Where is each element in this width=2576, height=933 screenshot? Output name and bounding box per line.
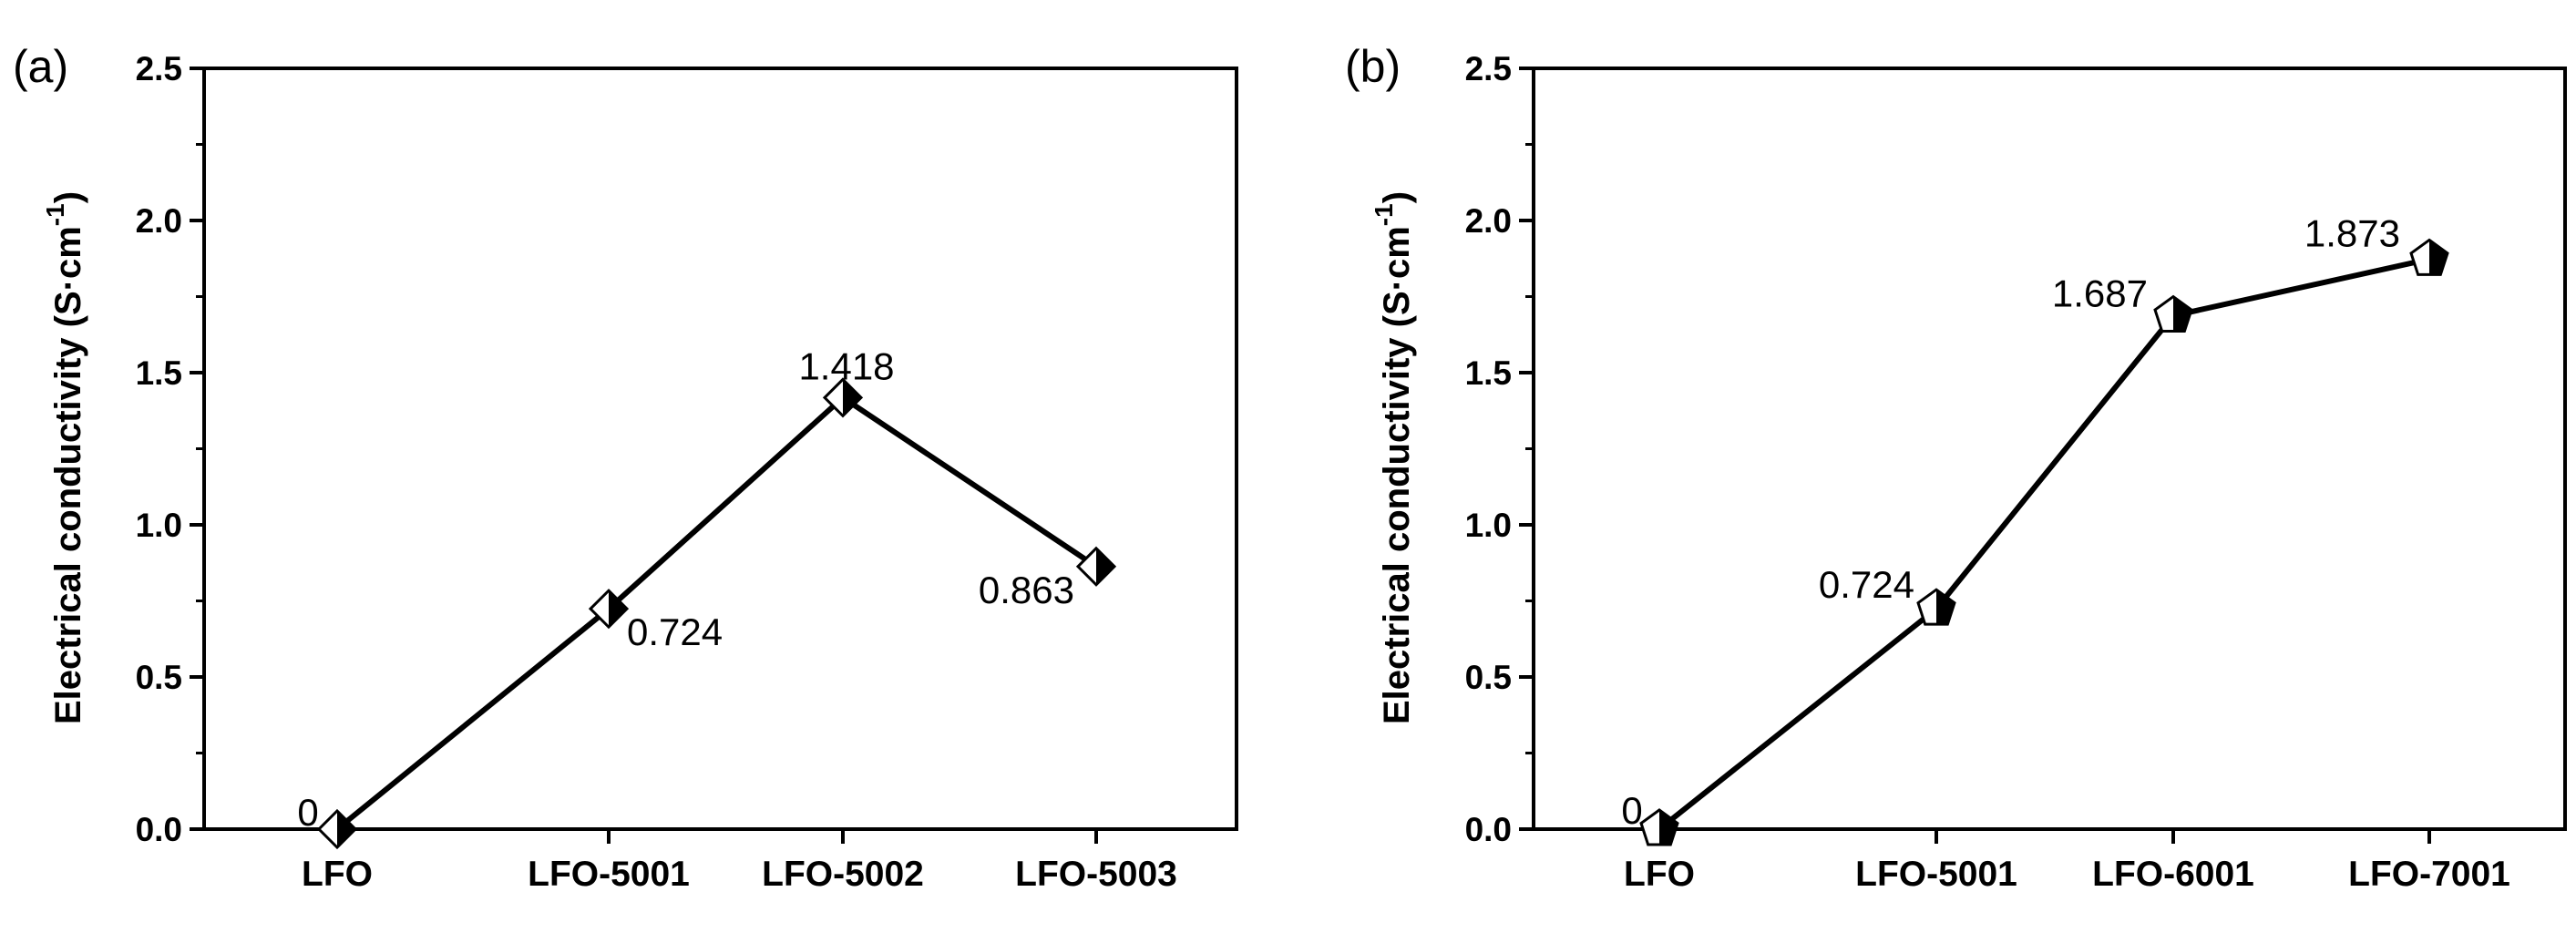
- marker-fill: [1659, 810, 1678, 845]
- series-line-segment: [335, 606, 611, 832]
- data-point: [1075, 546, 1117, 587]
- x-tick-label: LFO: [1624, 855, 1695, 894]
- panel-label: (b): [1345, 41, 1401, 92]
- y-tick-label: 2.5: [136, 50, 182, 87]
- data-label: 0: [1621, 789, 1642, 832]
- series-line-segment: [841, 395, 1098, 569]
- data-label: 0: [297, 791, 318, 834]
- y-tick-label: 0.0: [136, 811, 182, 848]
- plot-frame: [1532, 67, 2567, 831]
- y-tick-label: 1.5: [136, 354, 182, 392]
- series-line-segment: [2172, 256, 2430, 319]
- y-axis-title: Electrical conductivity (S·cm-1): [41, 191, 88, 724]
- data-label: 0.724: [1819, 563, 1914, 606]
- marker-fill: [609, 590, 627, 628]
- data-point: [1916, 588, 1956, 626]
- y-tick-label: 0.5: [136, 659, 182, 696]
- x-tick-label: LFO-7001: [2348, 855, 2510, 894]
- y-tick-label: 2.0: [136, 202, 182, 240]
- marker-fill: [1936, 590, 1955, 625]
- panel-a: (a) 0.0 0.5 1.0 1.5 2.0 2.5 LFO LFO-5001 LFO-5002…: [13, 41, 1238, 894]
- y-tick-label: 0.5: [1465, 659, 1512, 696]
- x-tick-label: LFO-5001: [528, 855, 690, 894]
- x-tick-label: LFO-5001: [1855, 855, 2017, 894]
- y-axis-title-close: ): [1377, 191, 1417, 203]
- x-tick-label: LFO-5003: [1015, 855, 1177, 894]
- y-axis-title-close: ): [48, 191, 88, 203]
- marker-fill: [843, 379, 861, 416]
- y-axis-title: Electrical conductivity (S·cm-1): [1370, 191, 1417, 724]
- y-axis-title-main: Electrical conductivity (S·cm: [48, 226, 88, 724]
- series-line-segment: [606, 395, 846, 611]
- marker-fill: [1096, 548, 1114, 585]
- x-tick-label: LFO: [302, 855, 373, 894]
- data-point: [822, 377, 864, 418]
- y-tick-label: 1.0: [1465, 507, 1512, 544]
- panel-label: (a): [13, 41, 68, 92]
- y-axis-title-sup: -1: [41, 203, 69, 226]
- x-tick-label: LFO-5002: [762, 855, 924, 894]
- data-point: [588, 589, 630, 630]
- y-tick-label: 2.0: [1465, 202, 1512, 240]
- plot-frame: [202, 67, 1238, 831]
- data-label: 0.724: [627, 610, 723, 653]
- series-line-segment: [1657, 606, 1938, 832]
- series-line-segment: [1934, 313, 2176, 611]
- data-point: [1639, 808, 1679, 846]
- y-axis-title-sup: -1: [1370, 203, 1398, 226]
- panel-b: (b) 0.0 0.5 1.0 1.5 2.0 2.5 LFO LFO-5001 LFO-6001…: [1345, 41, 2567, 894]
- marker-fill: [2173, 296, 2191, 332]
- marker-fill: [337, 811, 355, 847]
- data-point: [316, 808, 358, 850]
- data-label: 1.873: [2304, 211, 2400, 254]
- data-label: 0.863: [979, 569, 1074, 611]
- y-tick-label: 1.0: [136, 507, 182, 544]
- y-tick-label: 1.5: [1465, 354, 1512, 392]
- data-label: 1.687: [2052, 272, 2148, 315]
- data-label: 1.418: [798, 344, 894, 387]
- y-tick-label: 0.0: [1465, 811, 1512, 848]
- x-tick-label: LFO-6001: [2092, 855, 2254, 894]
- marker-fill: [2429, 240, 2448, 275]
- y-axis-title-main: Electrical conductivity (S·cm: [1377, 226, 1417, 724]
- y-tick-label: 2.5: [1465, 50, 1512, 87]
- data-point: [2153, 294, 2193, 333]
- data-point: [2409, 238, 2449, 276]
